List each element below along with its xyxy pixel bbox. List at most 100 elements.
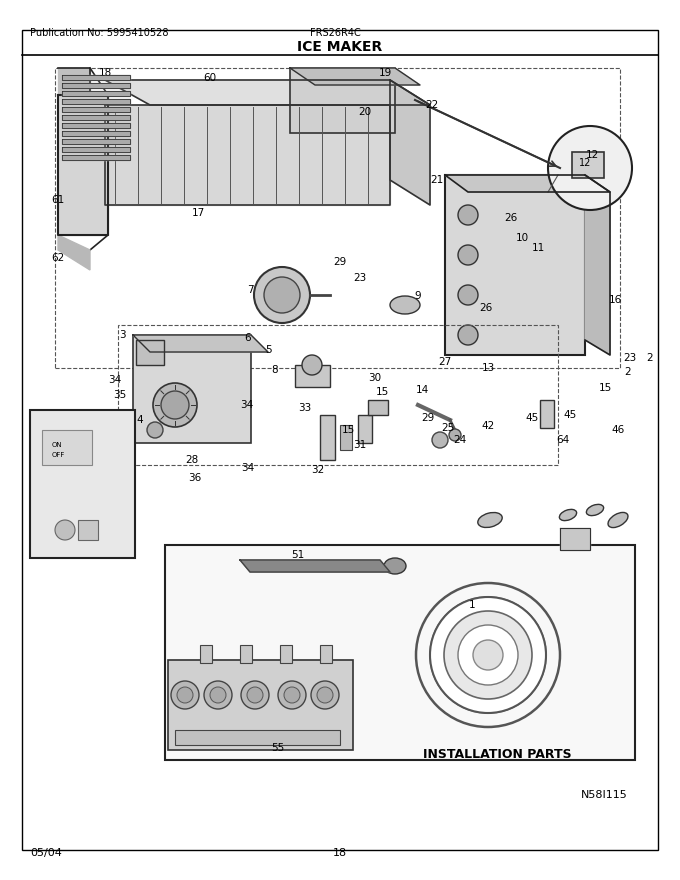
Circle shape — [302, 355, 322, 375]
Text: 12: 12 — [579, 158, 591, 168]
Text: 11: 11 — [531, 243, 545, 253]
Polygon shape — [62, 147, 130, 152]
Text: 35: 35 — [114, 390, 126, 400]
Circle shape — [284, 687, 300, 703]
Polygon shape — [290, 68, 420, 85]
Text: 28: 28 — [186, 455, 199, 465]
Text: 45: 45 — [526, 413, 539, 423]
Bar — [295, 365, 330, 387]
Text: Publication No: 5995410528: Publication No: 5995410528 — [30, 28, 169, 38]
Polygon shape — [240, 560, 390, 572]
Circle shape — [444, 611, 532, 699]
Circle shape — [264, 277, 300, 313]
Text: 15: 15 — [598, 383, 611, 393]
Circle shape — [153, 383, 197, 427]
Text: 23: 23 — [624, 353, 636, 363]
Circle shape — [430, 597, 546, 713]
Text: 24: 24 — [454, 435, 466, 445]
Text: 42: 42 — [481, 421, 494, 431]
Text: INSTALLATION PARTS: INSTALLATION PARTS — [423, 748, 571, 761]
Text: 12: 12 — [585, 150, 598, 160]
Polygon shape — [62, 75, 130, 80]
Text: FRS26R4C: FRS26R4C — [310, 28, 361, 38]
Text: 14: 14 — [415, 385, 428, 395]
Bar — [133, 335, 251, 443]
Polygon shape — [58, 235, 90, 270]
Bar — [30, 410, 135, 558]
Circle shape — [449, 429, 461, 441]
Text: 22: 22 — [426, 100, 439, 110]
Circle shape — [458, 325, 478, 345]
Bar — [240, 645, 252, 663]
Text: 33: 33 — [299, 403, 311, 413]
Polygon shape — [585, 175, 610, 355]
Text: 7: 7 — [247, 285, 254, 295]
Polygon shape — [105, 105, 390, 205]
Ellipse shape — [560, 510, 577, 521]
Circle shape — [317, 687, 333, 703]
Text: 4: 4 — [137, 415, 143, 425]
Circle shape — [458, 285, 478, 305]
Circle shape — [416, 583, 560, 727]
Text: 6: 6 — [245, 333, 252, 343]
Text: 17: 17 — [191, 208, 205, 218]
Bar — [320, 415, 335, 460]
Text: 8: 8 — [272, 365, 278, 375]
Text: 05/04: 05/04 — [30, 848, 62, 858]
Polygon shape — [105, 80, 430, 105]
Text: 34: 34 — [240, 400, 254, 410]
Polygon shape — [62, 107, 130, 112]
Polygon shape — [445, 175, 610, 192]
Text: 36: 36 — [188, 473, 202, 483]
Text: 62: 62 — [52, 253, 65, 263]
Text: 46: 46 — [611, 425, 625, 435]
Bar — [290, 68, 395, 133]
Text: 3: 3 — [119, 330, 125, 340]
Text: 45: 45 — [563, 410, 577, 420]
Polygon shape — [62, 99, 130, 104]
Circle shape — [171, 681, 199, 709]
Bar — [168, 660, 353, 750]
Polygon shape — [62, 115, 130, 120]
Circle shape — [254, 267, 310, 323]
Circle shape — [458, 245, 478, 265]
Circle shape — [278, 681, 306, 709]
Bar — [136, 340, 164, 365]
Text: 27: 27 — [439, 357, 452, 367]
Bar — [175, 730, 340, 745]
Text: 5: 5 — [265, 345, 271, 355]
Circle shape — [204, 681, 232, 709]
Text: 64: 64 — [556, 435, 570, 445]
Circle shape — [311, 681, 339, 709]
Text: ON: ON — [52, 442, 63, 448]
Circle shape — [432, 432, 448, 448]
Circle shape — [247, 687, 263, 703]
Circle shape — [473, 640, 503, 670]
Bar — [78, 520, 98, 540]
Text: 13: 13 — [481, 363, 494, 373]
Text: 10: 10 — [515, 233, 528, 243]
Ellipse shape — [384, 558, 406, 574]
Bar — [358, 415, 372, 443]
Text: 18: 18 — [333, 848, 347, 858]
Ellipse shape — [478, 512, 503, 527]
Polygon shape — [62, 91, 130, 96]
Text: 32: 32 — [311, 465, 324, 475]
Text: 23: 23 — [354, 273, 367, 283]
Text: 25: 25 — [441, 423, 455, 433]
Bar — [200, 645, 212, 663]
Polygon shape — [560, 528, 590, 550]
Polygon shape — [390, 80, 430, 205]
Polygon shape — [62, 83, 130, 88]
Text: 61: 61 — [52, 195, 65, 205]
Bar — [445, 175, 585, 355]
Circle shape — [161, 391, 189, 419]
Text: 31: 31 — [354, 440, 367, 450]
Circle shape — [177, 687, 193, 703]
Text: 18: 18 — [99, 68, 112, 78]
Text: 19: 19 — [378, 68, 392, 78]
Circle shape — [548, 126, 632, 210]
Circle shape — [241, 681, 269, 709]
Text: 21: 21 — [430, 175, 443, 185]
Text: 2: 2 — [647, 353, 653, 363]
